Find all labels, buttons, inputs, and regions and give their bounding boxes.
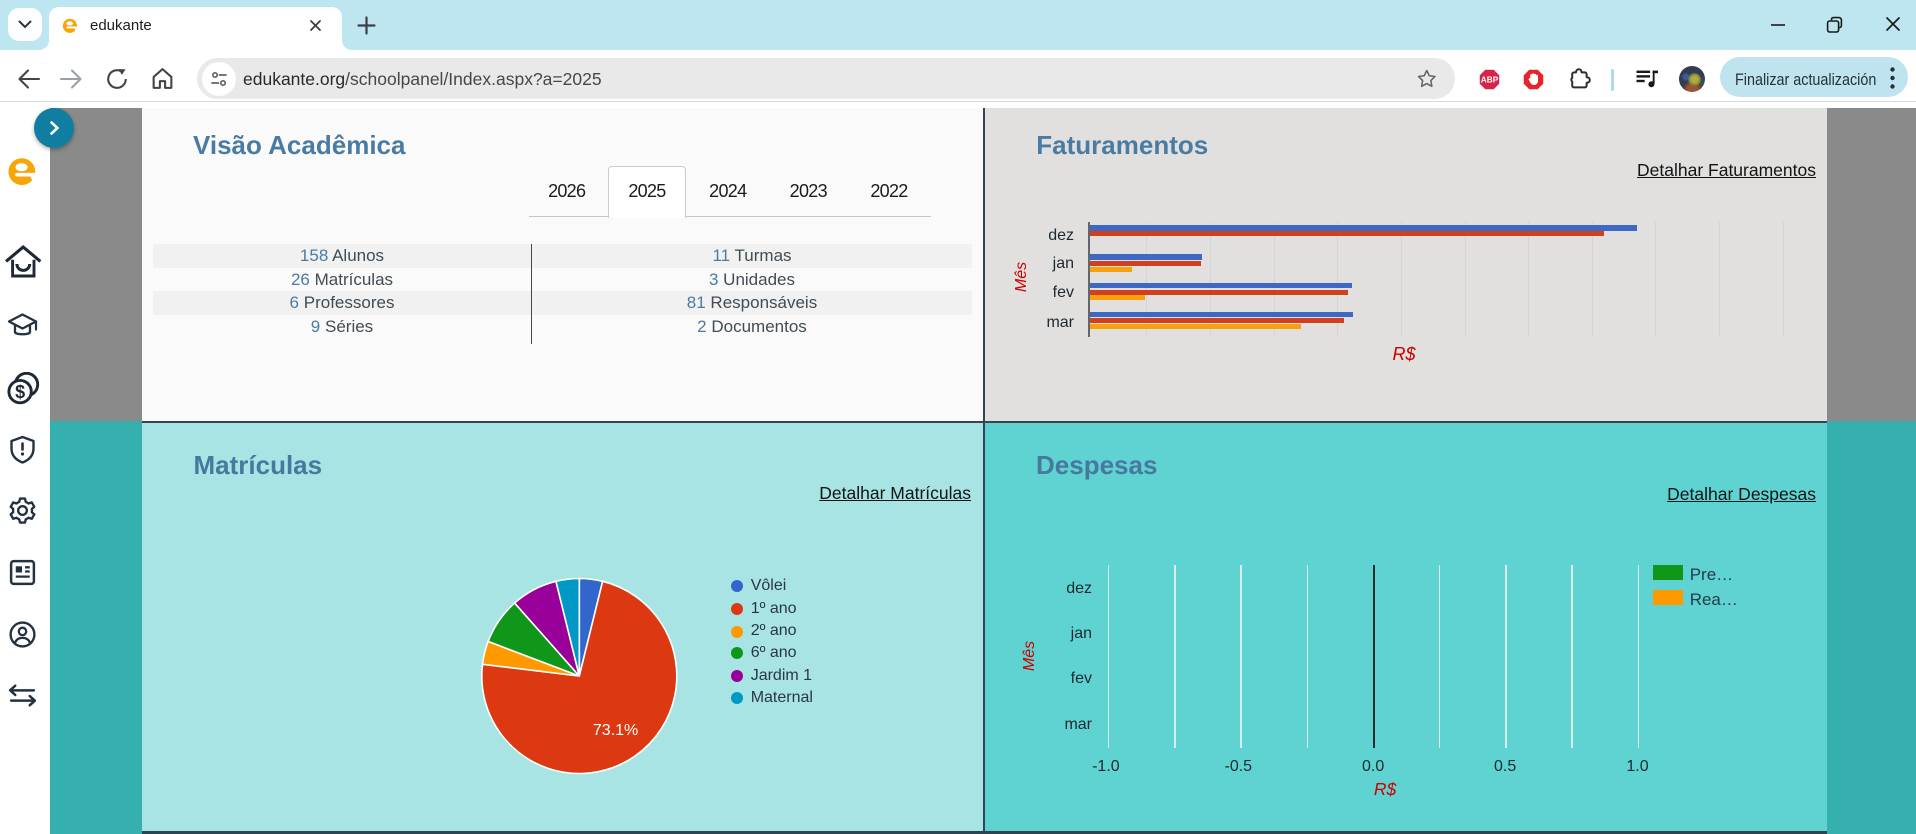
svg-text:$: $ — [15, 382, 25, 402]
svg-text:ABP: ABP — [1481, 75, 1499, 84]
